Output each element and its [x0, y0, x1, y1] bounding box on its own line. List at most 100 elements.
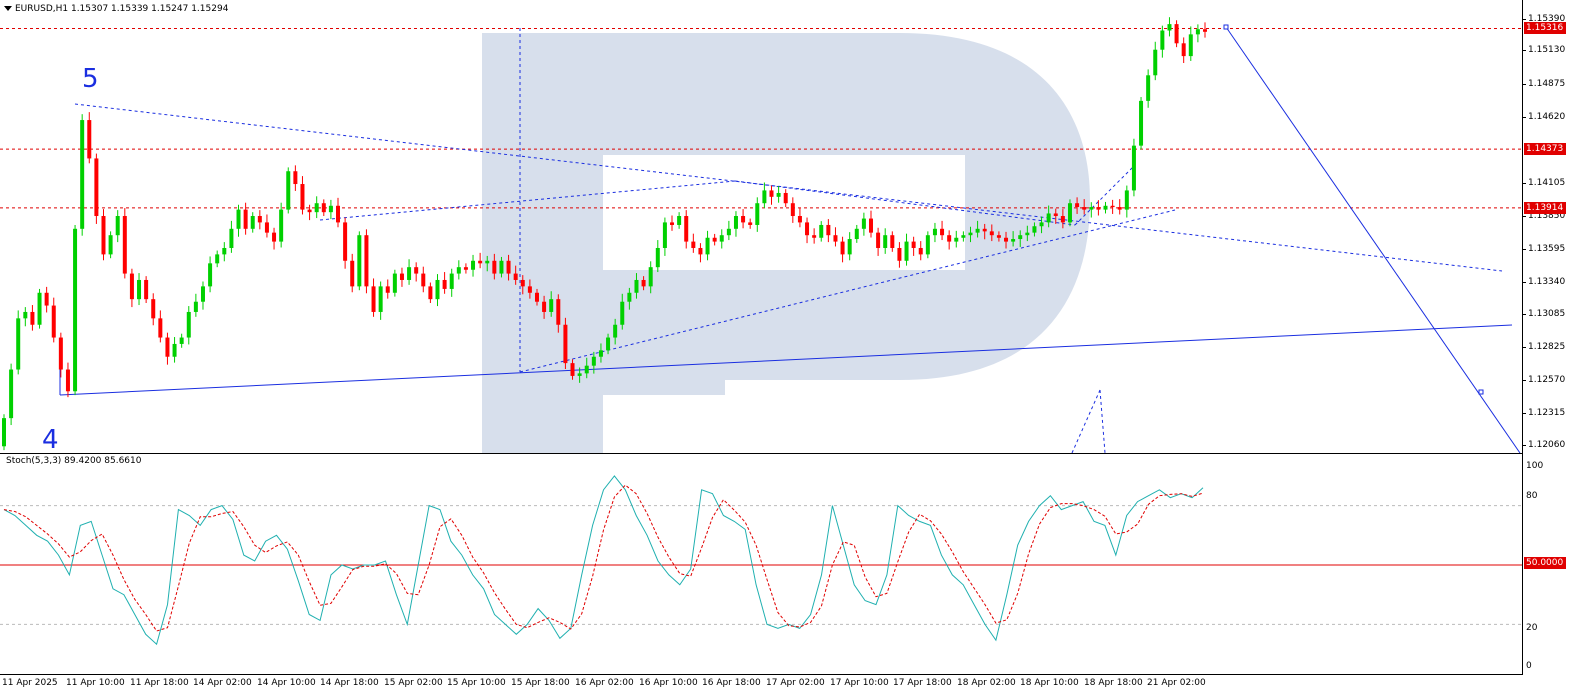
- candle: [996, 231, 1001, 242]
- candle: [357, 231, 362, 291]
- time-axis-label: 17 Apr 18:00: [893, 678, 952, 688]
- candle: [492, 253, 497, 280]
- candle: [392, 269, 397, 297]
- price-chart-svg[interactable]: [0, 0, 1522, 453]
- candle-body: [606, 337, 611, 351]
- candle: [307, 204, 312, 221]
- candle-body: [833, 235, 838, 242]
- candle: [378, 281, 383, 320]
- candle-body: [179, 337, 184, 344]
- candle: [200, 281, 205, 310]
- candle-body: [534, 292, 539, 302]
- candle: [805, 217, 810, 244]
- candle: [918, 241, 923, 261]
- candle: [1082, 199, 1087, 215]
- candle: [421, 266, 426, 293]
- candle-body: [23, 311, 28, 319]
- candle-body: [925, 235, 930, 255]
- candle-body: [208, 263, 213, 287]
- candle-body: [975, 228, 980, 233]
- price-axis-tick: [1522, 50, 1526, 51]
- candle: [854, 224, 859, 243]
- candle-body: [51, 305, 56, 338]
- candle: [407, 259, 412, 285]
- candle: [2, 414, 6, 451]
- candle: [471, 254, 476, 277]
- candle-body: [80, 120, 85, 229]
- candle-body: [73, 228, 78, 392]
- price-level-tag: 1.14373: [1524, 143, 1566, 156]
- candle-body: [300, 184, 305, 210]
- candle: [556, 294, 561, 333]
- candle: [1124, 185, 1129, 218]
- candle-body: [1032, 226, 1037, 233]
- candle-body: [94, 158, 99, 217]
- candle: [1075, 197, 1080, 214]
- candle: [1004, 231, 1009, 249]
- candle: [940, 220, 945, 241]
- candle: [726, 220, 731, 241]
- fractal-line: [1099, 389, 1106, 453]
- trendline-lower: [59, 324, 1513, 396]
- candle-body: [215, 254, 220, 264]
- candle-body: [932, 228, 937, 236]
- candle-body: [876, 232, 881, 248]
- candle: [1117, 199, 1122, 215]
- candle: [549, 291, 554, 317]
- candle: [790, 197, 795, 223]
- price-axis-label: 1.13850: [1528, 211, 1566, 221]
- candle: [712, 233, 717, 246]
- price-axis-tick: [1522, 413, 1526, 414]
- candle-body: [314, 203, 319, 213]
- fractal-line: [1071, 389, 1101, 453]
- candle: [350, 253, 355, 293]
- candle: [954, 230, 959, 248]
- candle: [606, 333, 611, 355]
- candle-body: [200, 286, 205, 302]
- candle-body: [250, 216, 255, 229]
- candle-body: [186, 311, 191, 338]
- forecast-line: [1225, 26, 1521, 453]
- candle-body: [1089, 207, 1094, 210]
- candle-body: [1110, 205, 1115, 208]
- candle: [286, 167, 291, 214]
- candle-body: [1174, 24, 1179, 44]
- symbol-title[interactable]: EURUSD,H1 1.15307 1.15339 1.15247 1.1529…: [4, 4, 228, 14]
- candle-body: [243, 209, 248, 229]
- candle-body: [797, 216, 802, 223]
- candle: [80, 114, 85, 236]
- candle-body: [790, 203, 795, 217]
- candle: [44, 286, 49, 313]
- candle-body: [570, 363, 575, 376]
- candle-body: [520, 279, 525, 287]
- time-axis-label: 16 Apr 10:00: [639, 678, 698, 688]
- candle-body: [819, 224, 824, 238]
- candle: [229, 220, 234, 253]
- price-axis-tick: [1522, 380, 1526, 381]
- forecast-anchor: [1478, 389, 1484, 395]
- candle-body: [1039, 222, 1044, 227]
- candle-body: [655, 247, 660, 268]
- price-axis-tick: [1522, 117, 1526, 118]
- candle-body: [399, 273, 404, 280]
- candle: [250, 212, 255, 233]
- candle: [769, 185, 774, 205]
- candle-body: [1117, 207, 1122, 210]
- price-chart-panel[interactable]: [0, 0, 1522, 454]
- candle-body: [1146, 75, 1151, 101]
- stochastic-panel[interactable]: [0, 454, 1522, 674]
- candle-body: [1018, 235, 1023, 240]
- candle: [925, 231, 930, 259]
- candle: [165, 332, 170, 365]
- stoch-signal-line: [3, 484, 1204, 632]
- candle-body: [861, 218, 866, 229]
- time-axis-label: 17 Apr 02:00: [766, 678, 825, 688]
- candle: [101, 209, 106, 261]
- wave-label-five: 5: [82, 64, 99, 94]
- price-axis-tick: [1522, 19, 1526, 20]
- stoch-axis-label: 80: [1526, 491, 1538, 501]
- wave-label-four: 4: [42, 425, 59, 455]
- price-axis-label: 1.12060: [1528, 440, 1566, 450]
- stochastic-chart-svg[interactable]: [0, 454, 1522, 674]
- candle-body: [1195, 29, 1200, 35]
